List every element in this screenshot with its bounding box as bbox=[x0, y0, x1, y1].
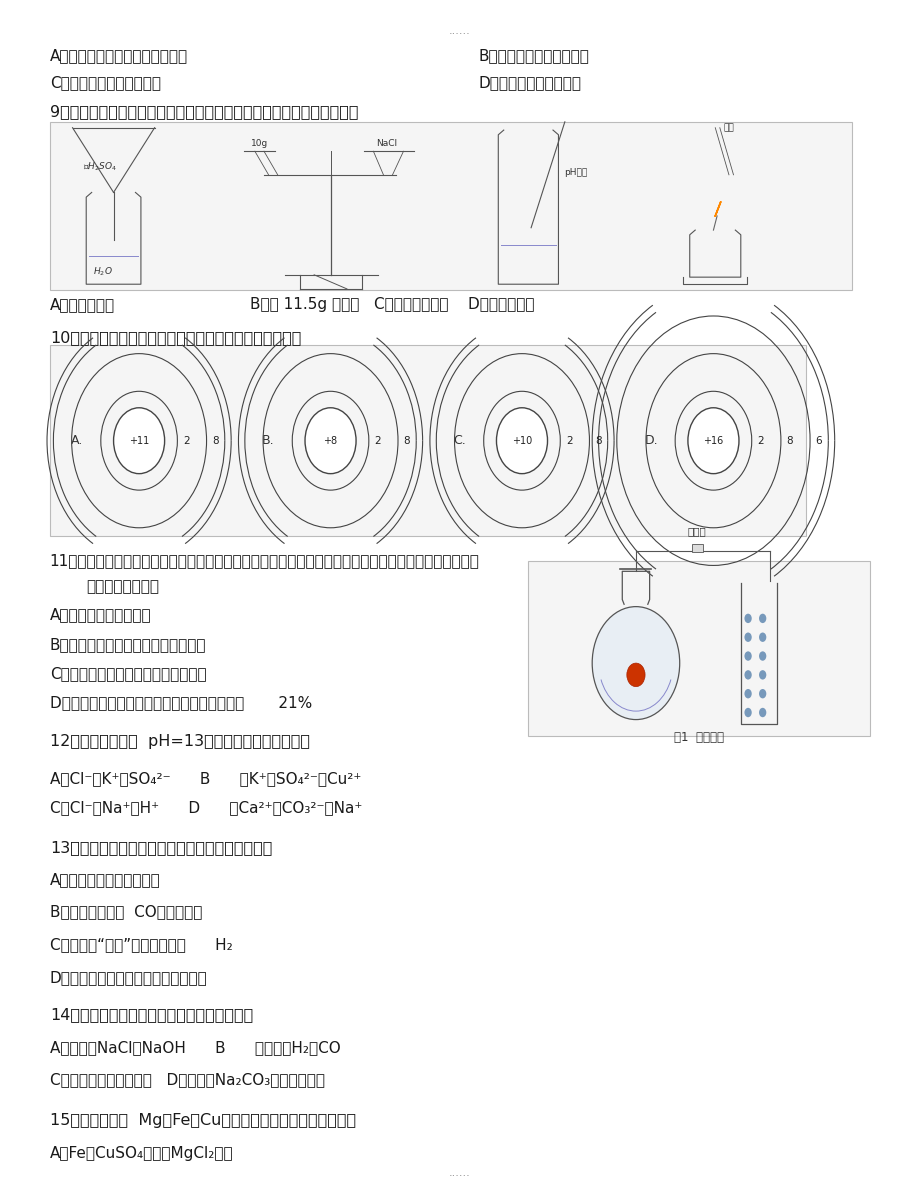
Text: A.: A. bbox=[71, 434, 83, 447]
Text: B．点燃红磷前先用弹簧夹夹紧乳胶管: B．点燃红磷前先用弹簧夹夹紧乳胶管 bbox=[50, 636, 206, 652]
Text: C．液体：酒精、植物油   D．固体：Na₂CO₃、无水硫酸酥: C．液体：酒精、植物油 D．固体：Na₂CO₃、无水硫酸酥 bbox=[50, 1072, 324, 1087]
Text: 弹簧夹: 弹簧夹 bbox=[686, 526, 706, 536]
Text: 6: 6 bbox=[814, 436, 822, 446]
Text: 2: 2 bbox=[183, 436, 189, 446]
Text: pH试纸: pH试纸 bbox=[563, 168, 586, 177]
Text: 11．右图所示的装置可用于测定空气中氧气的含量。实验前在集气瓶内加入少量水，并做上记号。下列说: 11．右图所示的装置可用于测定空气中氧气的含量。实验前在集气瓶内加入少量水，并做… bbox=[50, 553, 479, 569]
Text: D．水银、氧化镁、氨水: D．水银、氧化镁、氨水 bbox=[478, 76, 581, 90]
Text: C．用电池“锅皮”与食醋反应制      H₂: C．用电池“锅皮”与食醋反应制 H₂ bbox=[50, 937, 233, 952]
Text: A．实验时红磷一定过量: A．实验时红磷一定过量 bbox=[50, 608, 152, 622]
Text: B.: B. bbox=[262, 434, 275, 447]
Text: 2: 2 bbox=[756, 436, 763, 446]
Text: 9．规范实验操作是实验成功的基础和关键、下列实验基本操作正确的是: 9．规范实验操作是实验成功的基础和关键、下列实验基本操作正确的是 bbox=[50, 104, 357, 118]
Text: 10．下列四种微粒的结构示意图中，属于阴离子的微粒是: 10．下列四种微粒的结构示意图中，属于阴离子的微粒是 bbox=[50, 329, 301, 345]
Circle shape bbox=[758, 707, 766, 717]
Text: B．水、二氧化硫、氯酸鲧: B．水、二氧化硫、氯酸鲧 bbox=[478, 49, 588, 64]
Text: 8: 8 bbox=[786, 436, 792, 446]
Circle shape bbox=[687, 408, 738, 474]
Text: C．红磷息灭后等到冷却后打开弹簧夹: C．红磷息灭后等到冷却后打开弹簧夹 bbox=[50, 666, 206, 681]
Text: ......: ...... bbox=[448, 26, 471, 37]
FancyBboxPatch shape bbox=[50, 345, 806, 536]
Circle shape bbox=[758, 614, 766, 623]
Text: NaCl: NaCl bbox=[376, 139, 397, 147]
Circle shape bbox=[743, 671, 751, 679]
Text: 2: 2 bbox=[374, 436, 380, 446]
FancyBboxPatch shape bbox=[528, 561, 869, 736]
Text: 2: 2 bbox=[565, 436, 572, 446]
Text: A．Cl⁻、K⁺、SO₄²⁻      B      ．K⁺、SO₄²⁻、Cu²⁺: A．Cl⁻、K⁺、SO₄²⁻ B ．K⁺、SO₄²⁻、Cu²⁺ bbox=[50, 771, 361, 786]
Circle shape bbox=[626, 664, 644, 686]
Text: C.: C. bbox=[453, 434, 466, 447]
Text: D.: D. bbox=[644, 434, 658, 447]
Text: A．燃烧法鉴别羊毛和腬纶: A．燃烧法鉴别羊毛和腬纶 bbox=[50, 872, 160, 888]
Circle shape bbox=[758, 688, 766, 698]
Text: A．Fe、CuSO₄溢液、MgCl₂溢液: A．Fe、CuSO₄溢液、MgCl₂溢液 bbox=[50, 1146, 233, 1161]
Text: A．稼释浓硫酸: A．稼释浓硫酸 bbox=[50, 296, 115, 312]
Circle shape bbox=[743, 707, 751, 717]
Text: 图1  实验装置: 图1 实验装置 bbox=[673, 731, 723, 744]
Text: 14．下列各组的物质，只用水不可以鉴别的是: 14．下列各组的物质，只用水不可以鉴别的是 bbox=[50, 1007, 253, 1023]
Text: 15．用实验证明  Mg、Fe、Cu三种金属的活动性顺序，可选择: 15．用实验证明 Mg、Fe、Cu三种金属的活动性顺序，可选择 bbox=[50, 1114, 356, 1128]
Circle shape bbox=[743, 614, 751, 623]
Text: B．称 11.5g 氯化钓   C．测溶液酸碱性    D．息灭酒精灯: B．称 11.5g 氯化钓 C．测溶液酸碱性 D．息灭酒精灯 bbox=[250, 296, 534, 312]
Text: 8: 8 bbox=[595, 436, 601, 446]
Text: C．Cl⁻、Na⁺、H⁺      D      ．Ca²⁺、CO₃²⁻、Na⁺: C．Cl⁻、Na⁺、H⁺ D ．Ca²⁺、CO₃²⁻、Na⁺ bbox=[50, 800, 362, 815]
Circle shape bbox=[758, 633, 766, 642]
FancyBboxPatch shape bbox=[50, 122, 851, 290]
Text: 10g: 10g bbox=[251, 139, 267, 147]
Text: ......: ...... bbox=[448, 1167, 471, 1178]
Text: +11: +11 bbox=[129, 436, 149, 446]
Text: B．用碳酸饮料做  CO的性质实验: B．用碳酸饮料做 CO的性质实验 bbox=[50, 904, 202, 918]
Text: A．固体：NaCl、NaOH      B      ．气体：H₂、CO: A．固体：NaCl、NaOH B ．气体：H₂、CO bbox=[50, 1040, 340, 1056]
Circle shape bbox=[758, 671, 766, 679]
Text: 12．下列离子能在  pH=13的水溶液中大量共存的是: 12．下列离子能在 pH=13的水溶液中大量共存的是 bbox=[50, 735, 310, 749]
Circle shape bbox=[305, 408, 356, 474]
Text: $浓H_2SO_4$: $浓H_2SO_4$ bbox=[83, 160, 117, 173]
FancyBboxPatch shape bbox=[692, 544, 703, 552]
Circle shape bbox=[743, 688, 751, 698]
Text: $H_2O$: $H_2O$ bbox=[93, 265, 112, 277]
Text: 8: 8 bbox=[403, 436, 410, 446]
Circle shape bbox=[743, 652, 751, 661]
Circle shape bbox=[758, 652, 766, 661]
Text: C．氧气、氧化铁、硫酸酥: C．氧气、氧化铁、硫酸酥 bbox=[50, 76, 161, 90]
Text: 13．根据你的经验，下列家庭小实验不能成功的是: 13．根据你的经验，下列家庭小实验不能成功的是 bbox=[50, 840, 272, 856]
Circle shape bbox=[592, 607, 679, 719]
Text: +10: +10 bbox=[511, 436, 531, 446]
Text: D．用食盐水浸泡菜刀除去表面的锈斑: D．用食盐水浸泡菜刀除去表面的锈斑 bbox=[50, 969, 208, 985]
Text: 8: 8 bbox=[211, 436, 219, 446]
Text: D．最终进入瓶中水的体积约为原集气瓶容积的       21%: D．最终进入瓶中水的体积约为原集气瓶容积的 21% bbox=[50, 696, 312, 711]
Text: +8: +8 bbox=[323, 436, 337, 446]
Circle shape bbox=[743, 633, 751, 642]
Text: A．氢气、氧化铜、铁强化食用盐: A．氢气、氧化铜、铁强化食用盐 bbox=[50, 49, 187, 64]
Text: 镊子: 镊子 bbox=[722, 123, 733, 133]
Text: +16: +16 bbox=[702, 436, 722, 446]
Circle shape bbox=[496, 408, 547, 474]
Circle shape bbox=[113, 408, 165, 474]
Text: 法中，不正确的是: 法中，不正确的是 bbox=[86, 579, 159, 594]
